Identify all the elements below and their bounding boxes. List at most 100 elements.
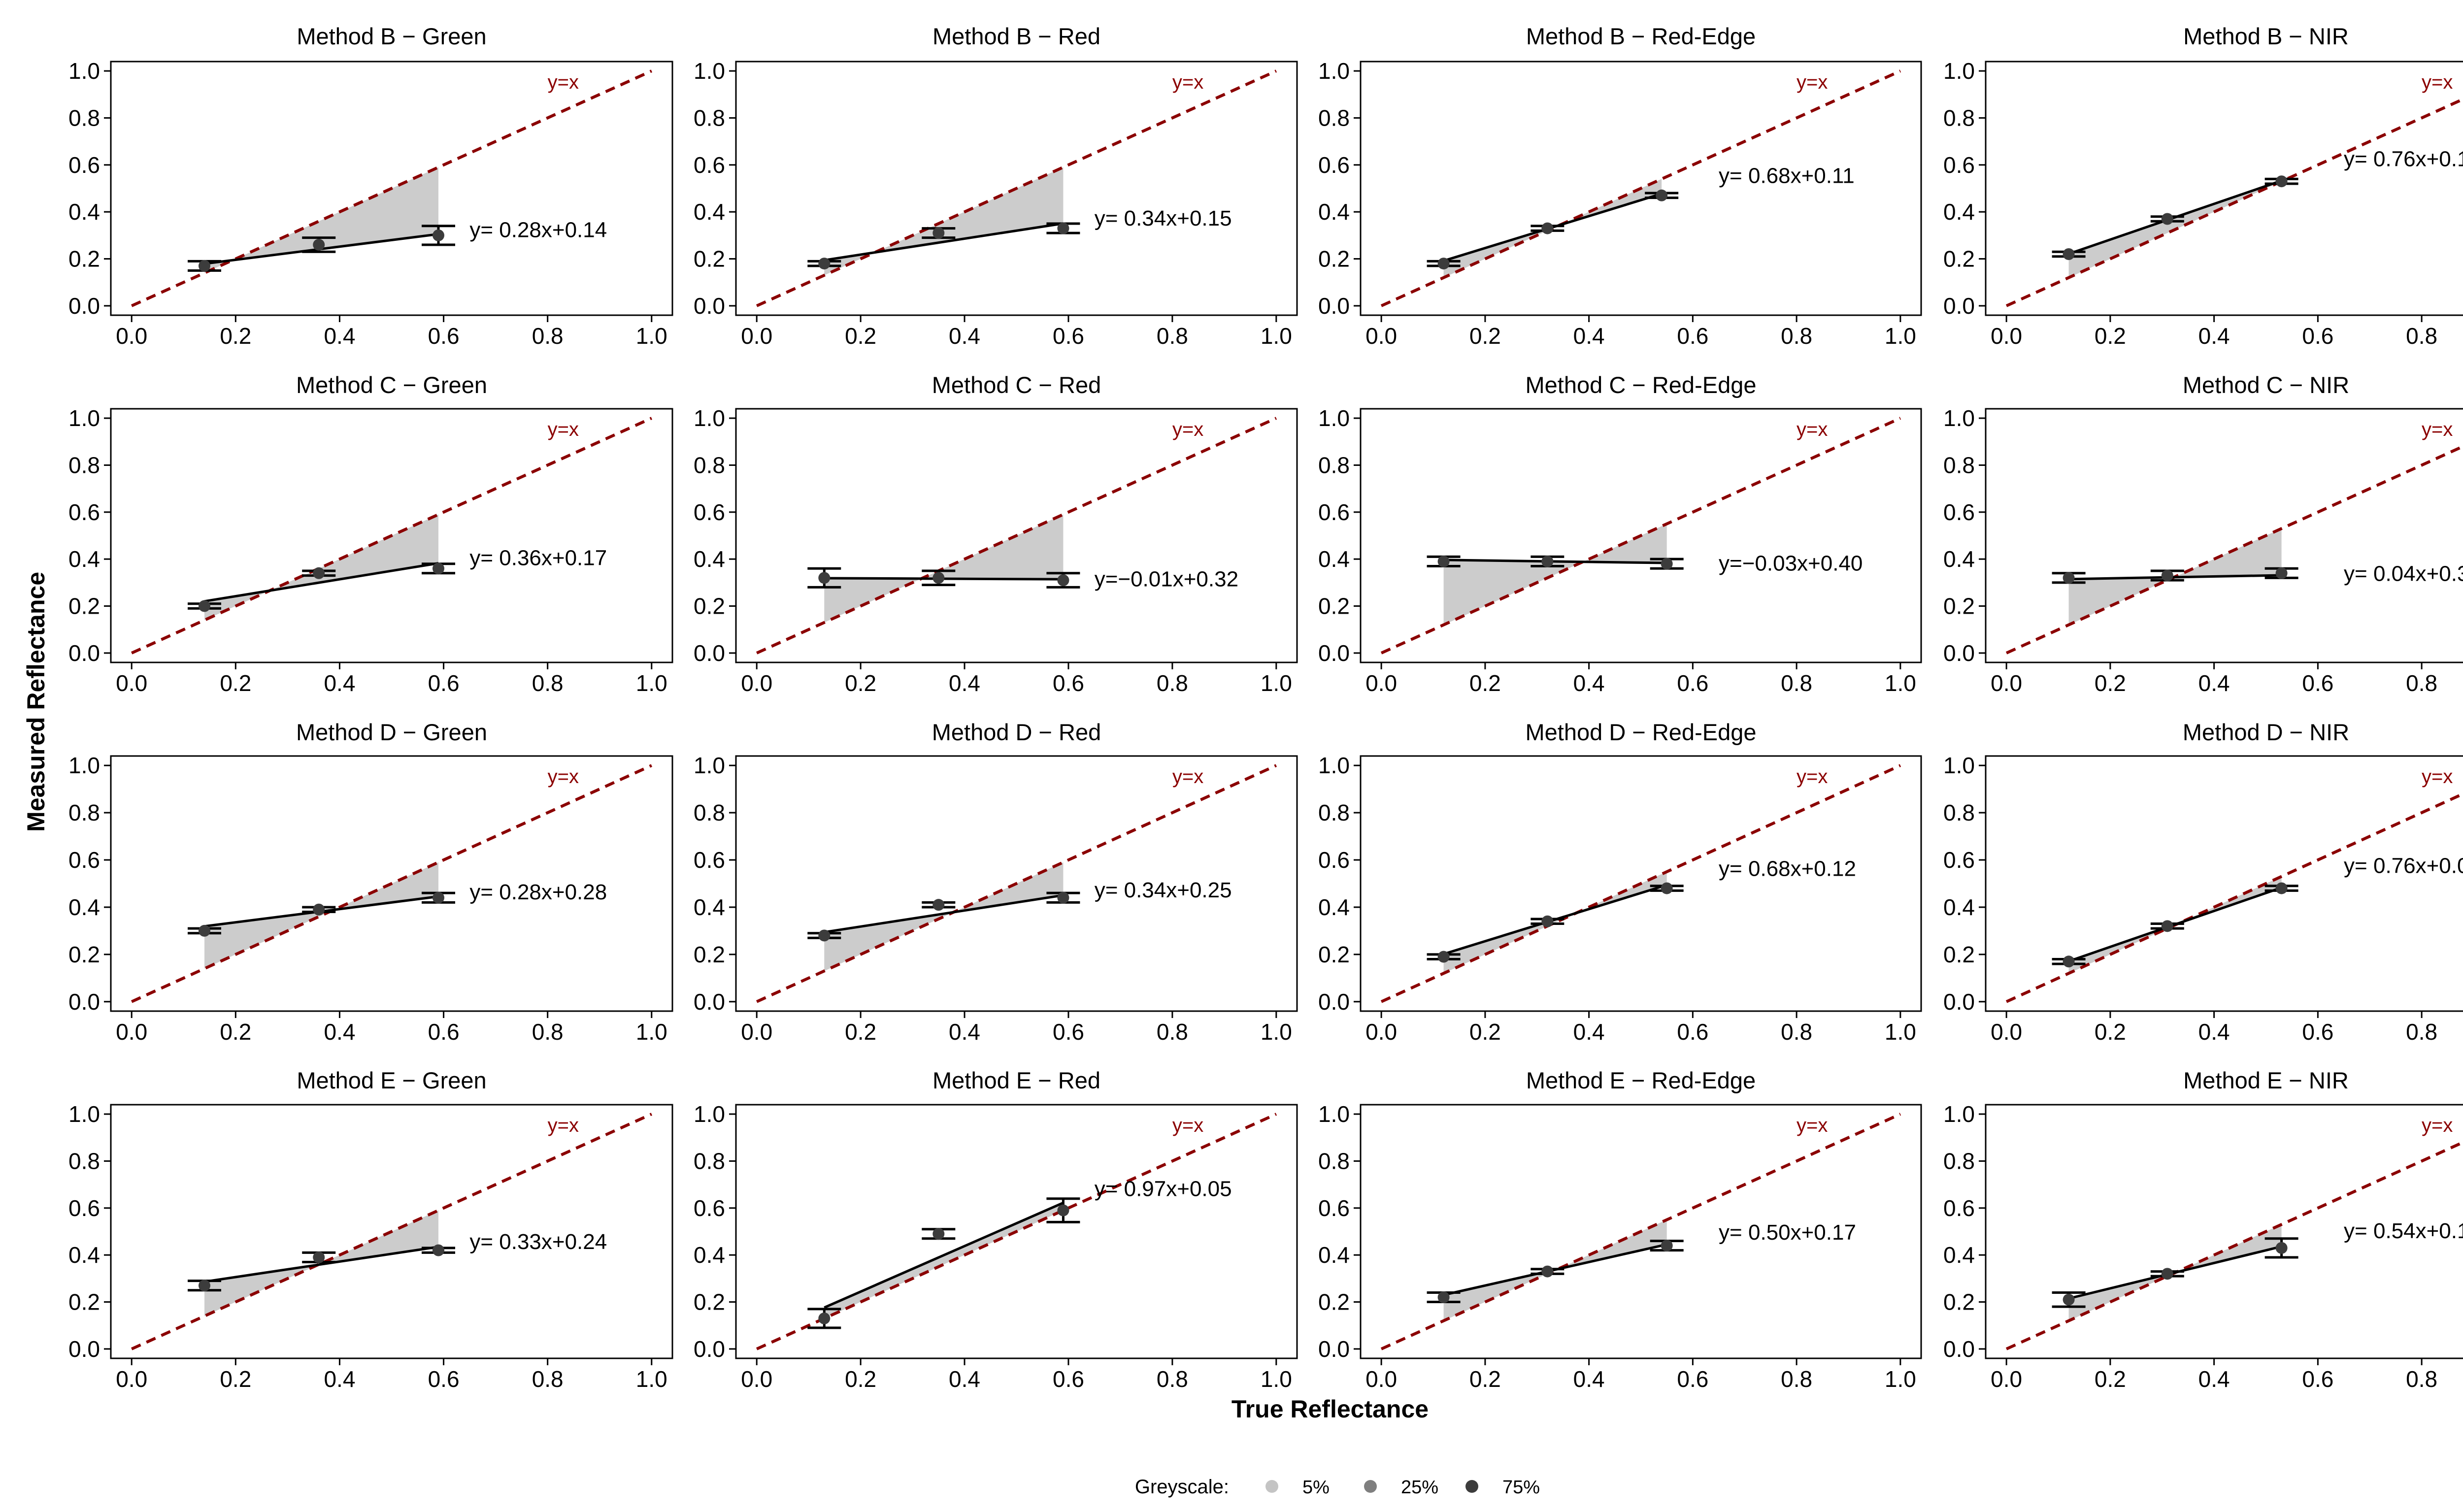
x-tick-label: 0.2 <box>2095 323 2126 349</box>
y-tick-label: 0.0 <box>694 989 725 1015</box>
data-point <box>433 562 444 575</box>
y-tick-label: 0.2 <box>694 246 725 272</box>
panel: Method C − Red 0.0 0.0 0.2 0.2 0.4 0.4 0.6 0.6 0.… <box>694 372 1298 696</box>
fit-line <box>824 222 1064 262</box>
y-tick-label: 0.8 <box>1943 1148 1975 1174</box>
identity-label: y=x <box>548 1115 579 1136</box>
panel-title: Method B − Red-Edge <box>1526 23 1756 49</box>
data-point <box>818 1312 831 1324</box>
y-tick-label: 0.2 <box>1318 246 1350 272</box>
data-point <box>818 258 831 270</box>
x-tick-label: 0.8 <box>2406 1019 2437 1045</box>
x-tick-label: 0.8 <box>2406 670 2437 696</box>
x-tick-label: 0.2 <box>845 1366 876 1392</box>
x-tick-label: 1.0 <box>1885 323 1916 349</box>
fit-line <box>204 1246 439 1283</box>
panel: Method B − Red-Edge 0.0 0.0 0.2 0.2 0.4 0.4 0.6… <box>1318 23 1922 349</box>
y-tick-label: 0.2 <box>68 1289 100 1315</box>
facet-grid: Method B − Green 0.0 0.0 0.2 0.2 0.4 0.4 0.6 0.6… <box>68 23 2463 1392</box>
x-tick-label: 0.2 <box>220 670 251 696</box>
identity-line <box>1380 417 1901 655</box>
panel: Method C − NIR 0.0 0.0 0.2 0.2 0.4 0.4 0.6 0.6 0.… <box>1943 372 2463 696</box>
panel: Method D − Red-Edge 0.0 0.0 0.2 0.2 0.4 0.4 0.6… <box>1318 719 1922 1045</box>
panel-title: Method D − Red-Edge <box>1526 719 1757 745</box>
x-tick-label: 1.0 <box>636 1019 667 1045</box>
deviation-band <box>204 862 438 969</box>
panel-title: Method B − Green <box>297 23 486 49</box>
fit-equation: y= 0.34x+0.15 <box>1095 206 1232 230</box>
data-point <box>932 899 945 911</box>
data-point <box>1437 258 1450 270</box>
data-point <box>1057 1204 1069 1216</box>
x-tick-label: 0.8 <box>1157 1019 1188 1045</box>
y-tick-label: 0.6 <box>68 152 100 178</box>
y-tick-label: 0.2 <box>1318 942 1350 967</box>
panel: Method B − Red 0.0 0.0 0.2 0.2 0.4 0.4 0.6 0.6 0.… <box>694 23 1298 349</box>
fit-equation: y=−0.03x+0.40 <box>1719 551 1863 575</box>
y-tick-label: 1.0 <box>1318 405 1350 431</box>
identity-label: y=x <box>1797 1115 1828 1136</box>
y-tick-label: 1.0 <box>1318 1101 1350 1127</box>
data-point <box>2063 572 2075 584</box>
x-tick-label: 0.6 <box>1053 1366 1084 1392</box>
panel-frame <box>1985 408 2463 663</box>
data-point <box>2161 1268 2173 1280</box>
y-tick-label: 0.4 <box>1318 546 1350 572</box>
panel-title: Method D − Green <box>296 719 487 745</box>
y-tick-label: 0.0 <box>1943 1336 1975 1362</box>
data-point <box>1437 555 1450 567</box>
deviation-band <box>204 514 438 621</box>
y-tick-label: 0.2 <box>68 593 100 619</box>
y-tick-label: 0.2 <box>68 246 100 272</box>
x-tick-label: 0.6 <box>428 1019 460 1045</box>
data-point <box>2275 1242 2288 1254</box>
data-point <box>313 903 325 916</box>
y-tick-label: 0.4 <box>1318 1242 1350 1268</box>
x-tick-label: 0.2 <box>220 1019 251 1045</box>
y-tick-label: 0.0 <box>694 293 725 319</box>
x-tick-label: 0.0 <box>116 670 147 696</box>
x-tick-label: 0.6 <box>2302 1019 2333 1045</box>
x-tick-label: 0.2 <box>2095 670 2126 696</box>
x-tick-label: 0.8 <box>2406 323 2437 349</box>
identity-label: y=x <box>2422 766 2453 788</box>
x-tick-label: 1.0 <box>1885 1019 1916 1045</box>
data-point <box>1541 222 1554 234</box>
panel-title: Method B − NIR <box>2183 23 2349 49</box>
identity-line <box>1380 1113 1901 1350</box>
y-tick-label: 0.8 <box>694 1148 725 1174</box>
x-tick-label: 0.2 <box>1469 1366 1501 1392</box>
panel-title: Method D − Red <box>932 719 1101 745</box>
data-point <box>2063 1293 2075 1306</box>
identity-label: y=x <box>1172 1115 1203 1136</box>
data-point <box>1661 558 1673 570</box>
identity-line <box>1380 69 1901 307</box>
y-tick-label: 0.8 <box>1943 105 1975 131</box>
x-tick-label: 0.4 <box>324 1366 355 1392</box>
fit-line <box>824 1201 1064 1309</box>
identity-line <box>756 69 1277 307</box>
legend-label: 5% <box>1302 1477 1330 1498</box>
legend-swatch <box>1265 1480 1278 1493</box>
data-point <box>1661 882 1673 894</box>
data-point <box>433 1244 444 1256</box>
x-tick-label: 0.4 <box>949 670 980 696</box>
data-point <box>2161 569 2173 582</box>
data-point <box>1437 951 1450 963</box>
legend-label: 75% <box>1502 1477 1540 1498</box>
data-point <box>199 924 210 937</box>
fit-equation: y= 0.28x+0.14 <box>469 218 607 242</box>
data-point <box>2063 248 2075 261</box>
y-tick-label: 1.0 <box>1943 753 1975 778</box>
y-tick-label: 1.0 <box>1318 58 1350 84</box>
x-tick-label: 0.8 <box>1157 1366 1188 1392</box>
data-point <box>313 567 325 579</box>
x-tick-label: 0.6 <box>428 323 460 349</box>
data-point <box>818 929 831 942</box>
x-tick-label: 0.2 <box>845 323 876 349</box>
data-point <box>2063 955 2075 968</box>
x-tick-label: 0.2 <box>1469 670 1501 696</box>
x-tick-label: 0.6 <box>2302 670 2333 696</box>
x-tick-label: 0.0 <box>741 670 772 696</box>
x-tick-label: 0.0 <box>1991 1019 2022 1045</box>
